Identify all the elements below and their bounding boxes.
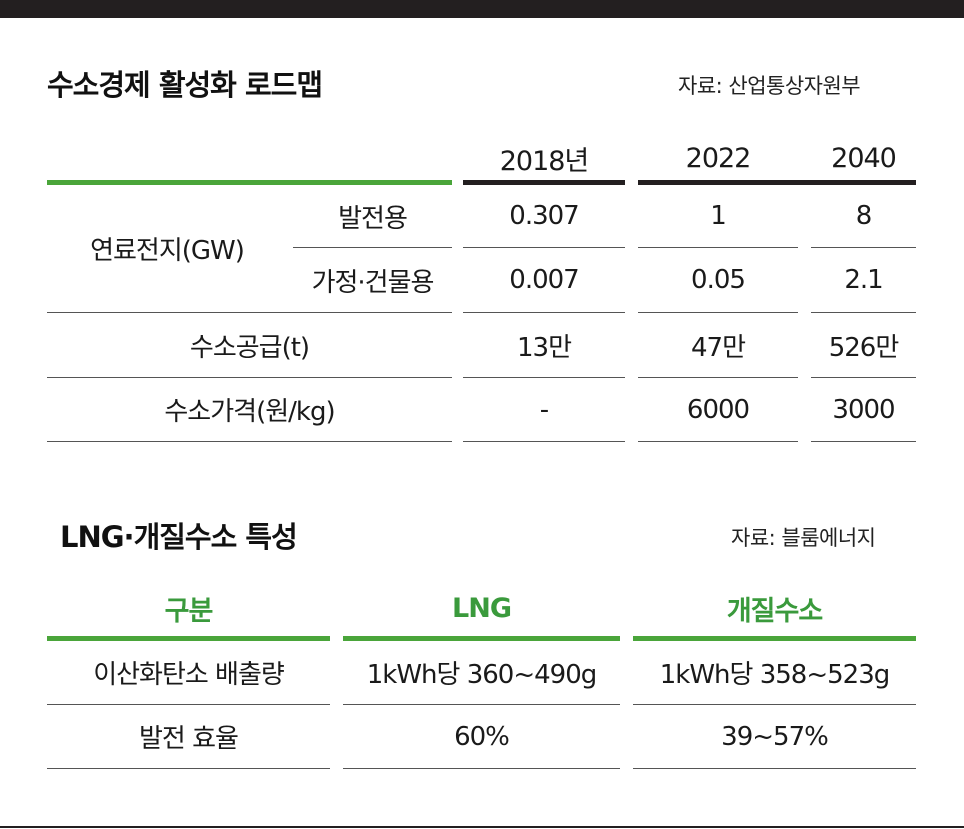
column-header-2022: 2022 (685, 142, 752, 174)
table1-source: 자료: 산업통상자원부 (678, 74, 861, 98)
table-cell: 13만 (516, 332, 572, 363)
column-header-2040: 2040 (831, 142, 897, 174)
row-divider (811, 312, 916, 313)
table-cell: 3000 (832, 394, 895, 425)
row-divider (463, 441, 625, 442)
fuel-cell-group-label: 연료전지(GW) (90, 236, 245, 266)
row-divider (47, 312, 452, 313)
row-divider (638, 312, 798, 313)
row-label-supply: 수소공급(t) (189, 332, 310, 363)
bottom-rule (0, 826, 964, 828)
row-divider (638, 377, 798, 378)
header-rule-green (47, 180, 452, 185)
table-cell: 1kWh당 360~490g (366, 660, 598, 690)
header-rule-green (343, 636, 620, 641)
table-cell: 39~57% (721, 721, 829, 752)
row-divider (463, 247, 625, 248)
row-label-home: 가정·건물용 (311, 267, 435, 298)
row-label-power: 발전용 (338, 203, 408, 234)
row-divider (638, 247, 798, 248)
row-label-co2: 이산화탄소 배출량 (93, 660, 285, 690)
row-divider (633, 768, 916, 769)
row-divider (293, 247, 452, 248)
header-rule-2022-2040 (638, 180, 916, 185)
header-rule-green (47, 636, 330, 641)
column-header-reformed-hydrogen: 개질수소 (726, 595, 823, 627)
table-cell: - (539, 394, 549, 425)
column-header-2018: 2018년 (499, 145, 590, 177)
table1-title: 수소경제 활성화 로드맵 (47, 68, 323, 102)
table-cell: 60% (454, 721, 510, 752)
top-bar (0, 0, 964, 18)
row-divider (463, 312, 625, 313)
table2-source: 자료: 블룸에너지 (731, 526, 876, 550)
row-divider (463, 377, 625, 378)
header-rule-green (633, 636, 916, 641)
column-header-lng: LNG (452, 592, 512, 624)
table-cell: 2.1 (844, 265, 883, 295)
row-divider (633, 704, 916, 705)
table-cell: 526만 (828, 332, 900, 363)
row-divider (811, 247, 916, 248)
table-cell: 1kWh당 358~523g (659, 660, 891, 690)
table-cell: 47만 (690, 332, 746, 363)
row-label-efficiency: 발전 효율 (139, 724, 239, 754)
row-divider (638, 441, 798, 442)
table-cell: 0.307 (509, 201, 579, 231)
row-divider (47, 704, 330, 705)
table-cell: 1 (710, 201, 727, 231)
row-divider (811, 441, 916, 442)
row-divider (343, 768, 620, 769)
table-cell: 0.05 (691, 265, 746, 295)
table-cell: 0.007 (509, 265, 579, 295)
row-divider (343, 704, 620, 705)
table2-title: LNG·개질수소 특성 (60, 520, 298, 554)
row-label-price: 수소가격(원/kg) (164, 397, 335, 427)
table-cell: 6000 (686, 394, 750, 425)
row-divider (47, 377, 452, 378)
header-rule-2018 (463, 180, 625, 185)
row-divider (811, 377, 916, 378)
row-divider (47, 441, 452, 442)
column-header-category: 구분 (164, 595, 214, 627)
table-cell: 8 (855, 201, 873, 231)
row-divider (47, 768, 330, 769)
